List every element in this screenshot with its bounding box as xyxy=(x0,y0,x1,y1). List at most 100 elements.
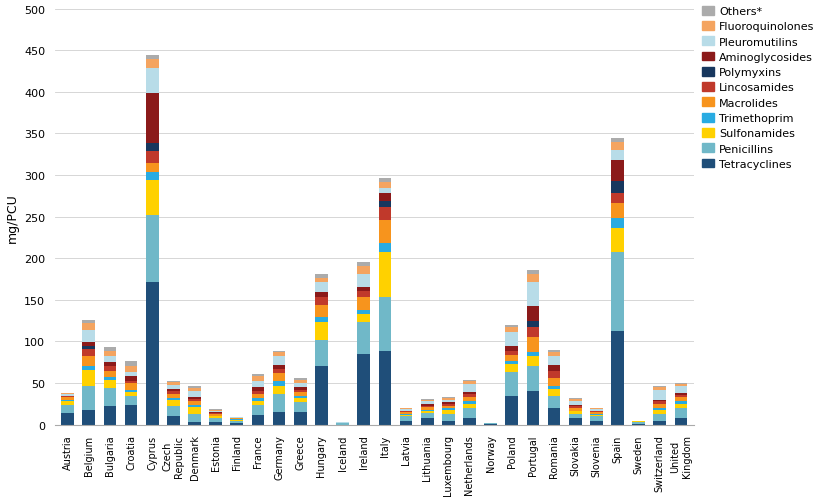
Bar xyxy=(568,411,581,412)
Bar xyxy=(526,367,539,392)
Bar xyxy=(420,407,433,410)
Bar xyxy=(399,411,412,412)
Bar xyxy=(378,189,391,193)
Bar xyxy=(590,414,602,415)
Bar xyxy=(124,392,138,397)
Bar xyxy=(399,415,412,416)
Bar xyxy=(314,318,328,322)
Bar xyxy=(610,252,623,331)
Bar xyxy=(167,389,179,392)
Bar xyxy=(463,382,475,384)
Bar xyxy=(61,396,74,397)
Bar xyxy=(420,399,433,400)
Bar xyxy=(146,60,158,69)
Bar xyxy=(505,328,518,332)
Bar xyxy=(653,390,665,400)
Bar xyxy=(590,412,602,414)
Bar xyxy=(463,408,475,418)
Bar xyxy=(209,410,222,411)
Bar xyxy=(399,414,412,415)
Bar xyxy=(314,305,328,318)
Bar xyxy=(124,381,138,383)
Bar xyxy=(547,372,559,378)
Bar xyxy=(273,412,285,425)
Bar xyxy=(251,415,264,425)
Bar xyxy=(103,356,116,363)
Bar xyxy=(188,414,201,422)
Bar xyxy=(124,362,138,366)
Bar xyxy=(547,396,559,408)
Bar xyxy=(273,386,285,394)
Bar xyxy=(526,328,539,338)
Bar xyxy=(653,414,665,421)
Bar xyxy=(357,262,369,266)
Bar xyxy=(568,418,581,425)
Bar xyxy=(590,416,602,421)
Bar xyxy=(61,402,74,405)
Bar xyxy=(674,402,686,404)
Bar xyxy=(590,411,602,412)
Bar xyxy=(336,422,349,423)
Bar xyxy=(505,362,518,364)
Bar xyxy=(146,181,158,215)
Bar xyxy=(83,410,95,425)
Bar xyxy=(83,343,95,347)
Bar xyxy=(526,357,539,367)
Bar xyxy=(441,410,454,414)
Bar xyxy=(146,172,158,181)
Bar xyxy=(357,354,369,425)
Bar xyxy=(293,397,306,398)
Bar xyxy=(653,421,665,425)
Bar xyxy=(463,384,475,392)
Bar xyxy=(547,408,559,425)
Bar xyxy=(83,370,95,387)
Bar xyxy=(357,298,369,310)
Bar xyxy=(674,408,686,418)
Bar xyxy=(293,380,306,383)
Bar xyxy=(61,397,74,400)
Bar xyxy=(314,297,328,305)
Bar xyxy=(420,411,433,413)
Bar xyxy=(526,338,539,353)
Bar xyxy=(209,409,222,410)
Bar xyxy=(251,398,264,401)
Bar xyxy=(293,392,306,397)
Bar xyxy=(610,204,623,219)
Bar xyxy=(273,351,285,353)
Bar xyxy=(378,178,391,182)
Bar xyxy=(273,357,285,365)
Bar xyxy=(167,416,179,425)
Bar xyxy=(441,397,454,398)
Bar xyxy=(209,413,222,414)
Bar xyxy=(146,56,158,60)
Bar xyxy=(124,377,138,381)
Bar xyxy=(83,324,95,330)
Bar xyxy=(167,394,179,398)
Bar xyxy=(167,382,179,385)
Bar xyxy=(357,275,369,287)
Bar xyxy=(378,244,391,252)
Bar xyxy=(251,394,264,398)
Bar xyxy=(610,181,623,194)
Bar xyxy=(314,293,328,297)
Bar xyxy=(230,421,243,423)
Bar xyxy=(209,411,222,412)
Bar xyxy=(420,404,433,406)
Bar xyxy=(526,283,539,306)
Bar xyxy=(103,348,116,352)
Bar xyxy=(273,353,285,357)
Bar xyxy=(610,331,623,425)
Bar xyxy=(230,423,243,425)
Bar xyxy=(420,418,433,425)
Bar xyxy=(146,282,158,425)
Bar xyxy=(441,408,454,410)
Bar xyxy=(61,394,74,396)
Bar xyxy=(610,219,623,229)
Bar xyxy=(83,349,95,356)
Bar xyxy=(103,388,116,407)
Bar xyxy=(568,408,581,411)
Bar xyxy=(251,391,264,394)
Bar xyxy=(230,417,243,418)
Bar xyxy=(610,229,623,252)
Bar xyxy=(314,283,328,293)
